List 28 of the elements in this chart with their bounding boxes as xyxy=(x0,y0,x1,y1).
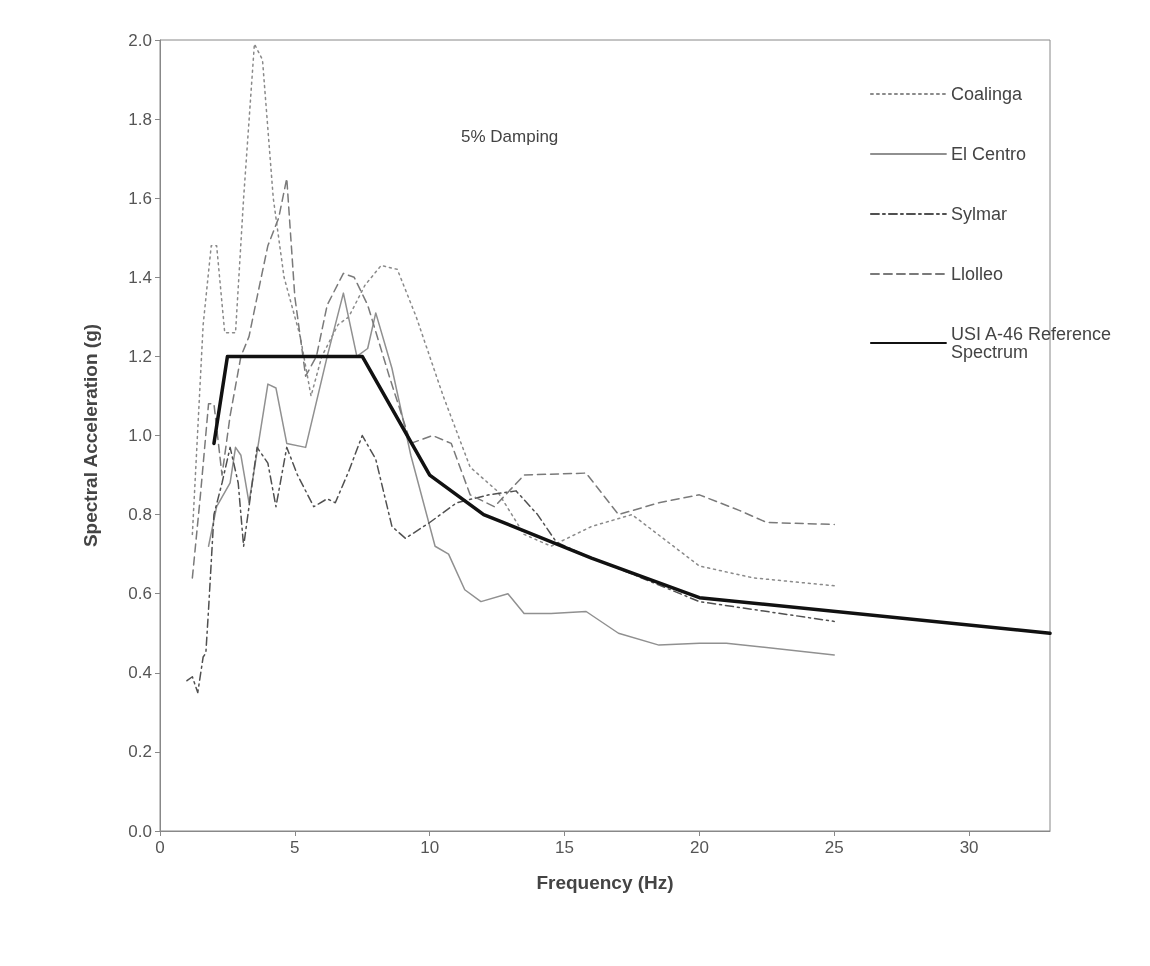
y-tick-label: 0.4 xyxy=(128,663,152,683)
y-tick-label: 0.0 xyxy=(128,821,152,841)
y-tick-label: 2.0 xyxy=(128,30,152,50)
line-series xyxy=(191,177,835,579)
y-tick-label: 1.0 xyxy=(128,426,152,445)
x-tick-label: 0 xyxy=(155,838,165,857)
y-tick-label: 1.2 xyxy=(128,346,152,366)
legend-label: USI A-46 Reference Spectrum xyxy=(950,324,1117,362)
x-tick-label: 10 xyxy=(420,838,440,857)
x-tick-label: 15 xyxy=(555,838,575,857)
x-tick-label: 30 xyxy=(959,838,979,857)
annotation: 5% Damping xyxy=(461,127,559,146)
y-tick-label: 1.4 xyxy=(128,267,152,287)
legend-label: El Centro xyxy=(950,144,1026,164)
legend-label: Coalinga xyxy=(950,84,1023,104)
y-tick-label: 1.8 xyxy=(128,109,152,129)
x-tick-label: 5 xyxy=(290,838,300,857)
line-series xyxy=(186,434,835,694)
y-tick-label: 0.2 xyxy=(128,742,152,762)
y-tick-label: 0.6 xyxy=(128,584,152,604)
x-tick-label: 20 xyxy=(689,838,709,857)
y-tick-label: 1.6 xyxy=(128,188,152,208)
legend-label: Sylmar xyxy=(950,204,1007,224)
x-axis-title: Frequency (Hz) xyxy=(536,872,674,893)
y-tick-label: 0.8 xyxy=(128,505,152,525)
legend-label: Llolleo xyxy=(950,264,1003,284)
y-axis-title: Spectral Acceleration (g) xyxy=(80,323,101,548)
x-tick-label: 25 xyxy=(824,838,844,857)
